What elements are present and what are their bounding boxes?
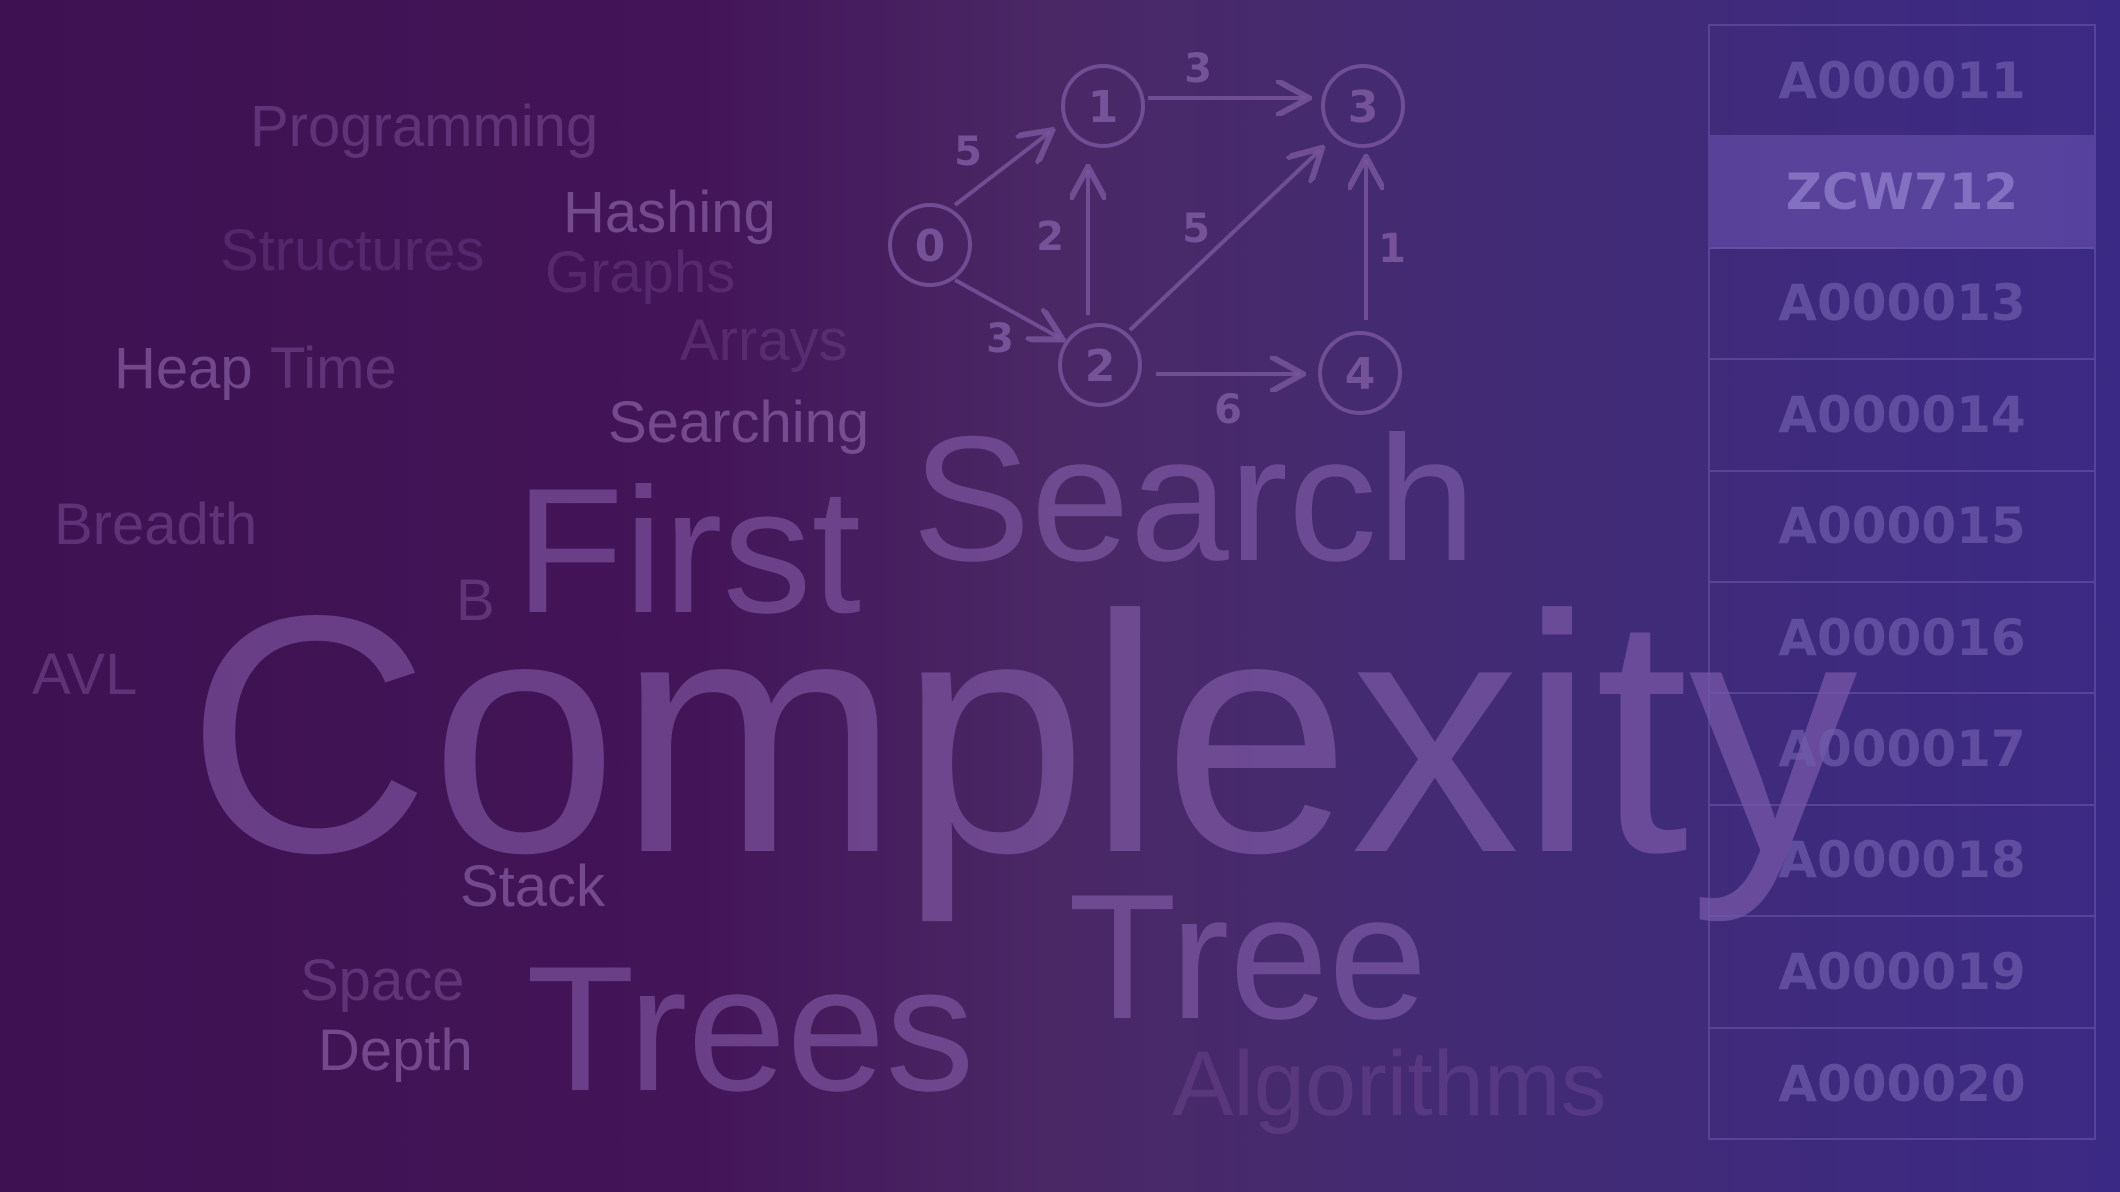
word-avl: AVL (32, 642, 138, 707)
graph-edge-0-1 (953, 132, 1050, 207)
word-search: Search (912, 399, 1476, 598)
sequence-item-a000016[interactable]: A000016 (1710, 583, 2094, 695)
word-time: Time (270, 336, 397, 401)
sequence-list-panel: A000011 ZCW712 A000013 A000014 A000015 A… (1708, 24, 2096, 1140)
sequence-item-a000019[interactable]: A000019 (1710, 917, 2094, 1029)
graph-node-0 (888, 203, 972, 287)
word-complexity: Complexity (186, 545, 1858, 923)
word-trees: Trees (526, 929, 975, 1128)
graph-edge-weight-2-4: 6 (1214, 387, 1242, 433)
graph-edge-0-2 (954, 278, 1060, 338)
word-searching: Searching (608, 390, 870, 455)
word-stack: Stack (460, 854, 606, 919)
word-depth: Depth (318, 1018, 473, 1083)
graph-edge-weight-0-1: 5 (954, 129, 982, 175)
graph-node-4 (1318, 331, 1402, 415)
word-space: Space (300, 948, 465, 1013)
graph-node-label-0: 0 (915, 221, 946, 272)
graph-node-2 (1058, 323, 1142, 407)
sequence-item-a000013[interactable]: A000013 (1710, 249, 2094, 361)
sequence-item-a000018[interactable]: A000018 (1710, 806, 2094, 918)
word-first: First (515, 451, 862, 650)
graph-node-3 (1321, 64, 1405, 148)
sequence-item-a000015[interactable]: A000015 (1710, 472, 2094, 583)
graph-edge-weight-4-3: 1 (1378, 226, 1406, 272)
word-hashing: Hashing (563, 180, 776, 245)
word-arrays: Arrays (680, 308, 848, 373)
sequence-item-a000011[interactable]: A000011 (1710, 26, 2094, 138)
word-breadth: Breadth (54, 492, 258, 557)
graph-edge-2-3 (1128, 150, 1320, 332)
graph-node-label-3: 3 (1348, 82, 1379, 133)
sequence-item-a000020[interactable]: A000020 (1778, 1055, 2026, 1114)
graph-edge-weight-2-1: 2 (1036, 214, 1064, 260)
word-tree: Tree (1068, 857, 1428, 1056)
word-structures: Structures (220, 218, 485, 283)
sequence-item-zcw712[interactable]: ZCW712 (1710, 137, 2094, 249)
graph-edge-weight-0-2: 3 (986, 316, 1014, 362)
sequence-item-a000017[interactable]: A000017 (1710, 694, 2094, 806)
word-algorithms: Algorithms (1172, 1033, 1607, 1135)
word-programming: Programming (250, 94, 599, 159)
graph-edge-weight-1-3: 3 (1184, 46, 1212, 92)
graph-node-label-2: 2 (1085, 341, 1116, 392)
graph-node-1 (1061, 64, 1145, 148)
graph-edge-weight-2-3: 5 (1182, 206, 1210, 252)
word-b: B (456, 568, 495, 633)
graph-node-label-4: 4 (1345, 349, 1376, 400)
graph-node-label-1: 1 (1088, 82, 1119, 133)
sequence-item-a000014[interactable]: A000014 (1710, 360, 2094, 472)
word-heap: Heap (114, 336, 253, 401)
word-graphs: Graphs (545, 240, 736, 305)
weighted-graph-diagram: 0 1 2 3 4 5 3 2 3 5 6 1 (888, 46, 1406, 433)
